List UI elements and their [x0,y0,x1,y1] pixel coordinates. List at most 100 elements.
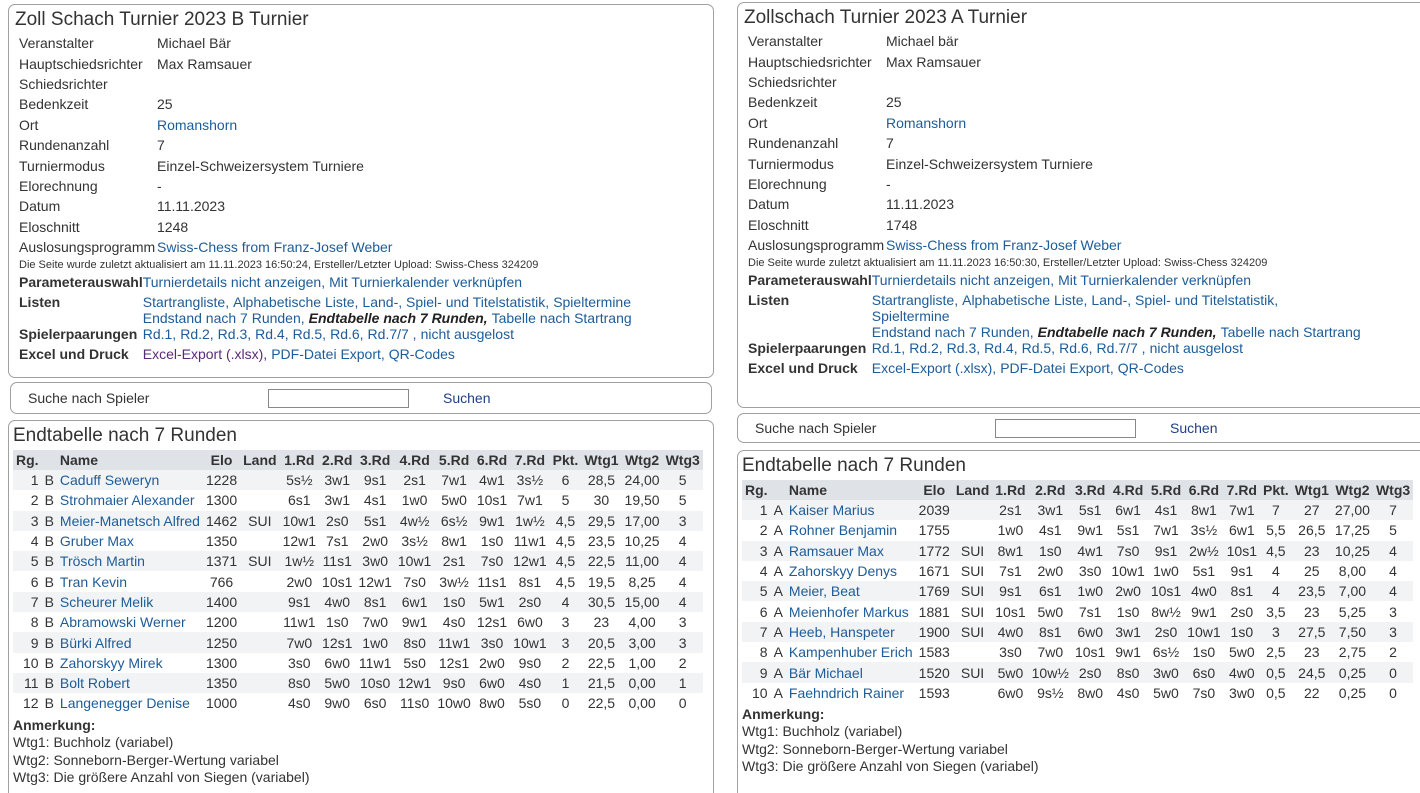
player-name[interactable]: Zahorskyy Mirek [59,654,163,671]
menu-link[interactable]: Rd.7/7 , [367,326,417,343]
update-note: Die Seite wurde zuletzt aktualisiert am … [748,257,1268,270]
menu-link[interactable]: Endstand nach 7 Runden, [871,324,1034,341]
cell: 10s1 [322,573,353,590]
cell: 27,00 [1331,500,1373,521]
search-button[interactable]: Suchen [1170,420,1218,436]
player-name[interactable]: Heeb, Hanspeter [785,621,916,643]
cell: 23,5 [587,533,616,550]
cell: 1s0 [434,591,474,613]
cell: 1881 [918,603,950,620]
info-label: Datum [19,198,61,215]
player-row: 8 A Kampenhuber Erich 1583 3s0 7w0 10s1 9w1 6s½ 1… [742,642,1413,662]
player-name[interactable]: Scheurer Melik [56,591,203,613]
results-box: Endtabelle nach 7 Runden Rg. Name Elo Land 1.… [8,420,714,793]
player-name[interactable]: Ramsauer Max [785,540,916,561]
menu-link[interactable]: Alphabetische Liste, [233,294,359,311]
cell: SUI [952,662,993,683]
menu-link[interactable]: Spieltermine [553,294,632,311]
player-name[interactable]: Trösch Martin [56,551,203,572]
player-name[interactable]: Strohmaier Alexander [59,492,195,509]
search-input[interactable] [268,388,409,408]
player-name[interactable]: Abramowski Werner [59,614,186,631]
menu-link[interactable]: Rd.6, [1059,340,1093,357]
cell: 6w0 [473,672,511,694]
menu-link[interactable]: Alphabetische Liste, [962,292,1088,309]
menu-link[interactable]: PDF-Datei Export, [1000,360,1114,377]
player-name[interactable]: Meienhofer Markus [788,603,909,620]
menu-link[interactable]: Turnierdetails nicht anzeigen, [142,274,326,291]
menu-link[interactable]: QR-Codes [388,346,455,363]
menu-link[interactable]: Rd.4, [984,340,1018,357]
cell: 1 [549,672,582,694]
menu-link[interactable]: Land-, Spiel- und Titelstatistik, [1091,292,1279,309]
menu-link[interactable]: Rd.5, [292,326,327,343]
player-name[interactable]: Rohner Benjamin [788,522,898,539]
cell [240,672,280,694]
menu-link[interactable]: Rd.4, [255,326,289,343]
menu-link[interactable]: Startrangliste, [871,292,959,309]
player-name[interactable]: Bürki Alfred [56,632,203,653]
menu-link[interactable]: PDF-Datei Export, [271,346,385,363]
info-row: Elorechnung - [19,176,392,196]
menu-link[interactable]: Excel-Export (.xlsx), [142,346,268,363]
player-name[interactable]: Caduff Seweryn [56,470,203,491]
menu-link[interactable]: Rd.3, [217,326,252,343]
menu-link[interactable]: Rd.1, [871,340,906,357]
menu-link[interactable]: Endtabelle nach 7 Runden, [1037,324,1217,341]
menu-link[interactable]: Tabelle nach Startrang [1220,324,1361,341]
player-name[interactable]: Bär Michael [785,662,916,683]
menu-link[interactable]: nicht ausgelost [420,326,514,343]
menu-link[interactable]: Turnierdetails nicht anzeigen, [871,272,1055,289]
cell: 10w1 [394,551,435,572]
info-row: Eloschnitt 1748 [748,215,1121,235]
note: Wtg1: Buchholz (variabel) [13,734,174,751]
player-name[interactable]: Langenegger Denise [59,695,190,712]
menu-link[interactable]: Endtabelle nach 7 Runden, [308,310,488,327]
info-label: Bedenkzeit [19,96,89,113]
menu-link[interactable]: Rd.5, [1021,340,1056,357]
cell: 4 [1372,540,1414,561]
player-name[interactable]: Kampenhuber Erich [788,644,913,661]
cell: 0,00 [621,672,663,694]
player-name[interactable]: Faehndrich Rainer [788,684,905,701]
search-button[interactable]: Suchen [443,390,491,406]
menu-link[interactable]: Rd.3, [946,340,981,357]
cell: 5w0 [441,492,467,509]
menu-link[interactable]: Tabelle nach Startrang [491,310,632,327]
player-name[interactable]: Gruber Max [59,533,134,550]
menu-link[interactable]: Mit Turnierkalender verknüpfen [1058,272,1252,289]
cell: B [44,533,54,550]
cell: A [773,563,783,580]
menu-link[interactable]: Rd.1, [142,326,177,343]
cell: 6w1 [1228,522,1255,539]
menu-link[interactable]: Rd.6, [330,326,364,343]
cell: 4s1 [1147,500,1185,521]
menu-link[interactable]: Rd.7/7 , [1096,340,1146,357]
player-name[interactable]: Meier-Manetsch Alfred [56,510,203,531]
player-name[interactable]: Kaiser Marius [785,500,916,521]
player-name[interactable]: Zahorskyy Denys [788,563,898,580]
menu-link[interactable]: Endstand nach 7 Runden, [142,310,305,327]
menu-link[interactable]: Mit Turnierkalender verknüpfen [329,274,523,291]
player-row: 7 B Scheurer Melik 1400 9s1 4w0 8s1 6w1 1s0 5w1 2s… [13,591,703,613]
menu-link[interactable]: nicht ausgelost [1149,340,1243,357]
cell: 7w1 [434,470,474,491]
cell: 11 [13,672,42,694]
info-value: Michael Bär [157,35,231,52]
menu-link[interactable]: Spieltermine [871,308,950,325]
menu-link[interactable]: Rd.2, [180,326,214,343]
player-name[interactable]: Meier, Beat [785,581,916,602]
player-name[interactable]: Bolt Robert [56,672,203,694]
menu-link[interactable]: Startrangliste, [142,294,230,311]
cell [240,571,279,591]
menu-link[interactable]: Rd.2, [909,340,943,357]
search-input[interactable] [995,418,1136,438]
cell: 2s0 [1071,662,1109,683]
cell: 6s½ [1152,644,1180,661]
menu-link[interactable]: Land-, Spiel- und Titelstatistik, [362,294,550,311]
player-name[interactable]: Tran Kevin [59,573,128,590]
cell: 1,00 [628,654,656,671]
menu-link[interactable]: Excel-Export (.xlsx), [871,360,997,377]
menu-link[interactable]: QR-Codes [1117,360,1184,377]
cell: 15,00 [621,591,663,613]
